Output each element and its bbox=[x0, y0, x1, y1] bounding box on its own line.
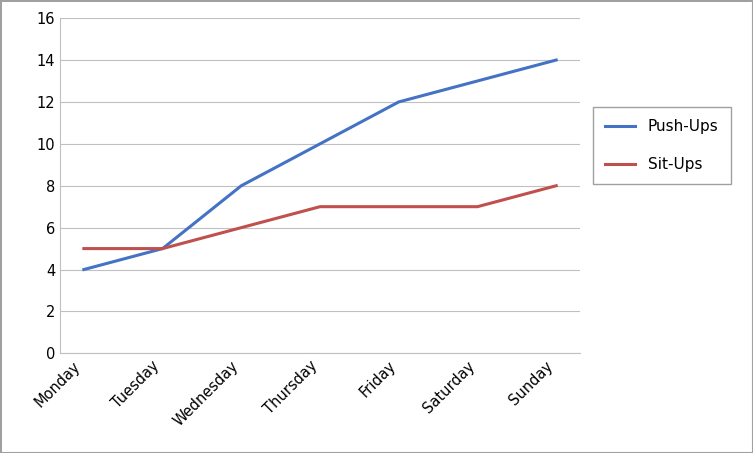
Push-Ups bbox=[395, 99, 404, 105]
Push-Ups bbox=[473, 78, 482, 84]
Sit-Ups bbox=[473, 204, 482, 209]
Push-Ups bbox=[552, 58, 561, 63]
Push-Ups bbox=[79, 267, 88, 272]
Sit-Ups bbox=[316, 204, 325, 209]
Line: Push-Ups: Push-Ups bbox=[84, 60, 556, 270]
Sit-Ups bbox=[158, 246, 167, 251]
Sit-Ups bbox=[236, 225, 245, 230]
Push-Ups bbox=[236, 183, 245, 188]
Sit-Ups bbox=[552, 183, 561, 188]
Legend: Push-Ups, Sit-Ups: Push-Ups, Sit-Ups bbox=[593, 107, 730, 184]
Push-Ups bbox=[158, 246, 167, 251]
Sit-Ups bbox=[395, 204, 404, 209]
Sit-Ups bbox=[79, 246, 88, 251]
Push-Ups bbox=[316, 141, 325, 147]
Line: Sit-Ups: Sit-Ups bbox=[84, 186, 556, 249]
